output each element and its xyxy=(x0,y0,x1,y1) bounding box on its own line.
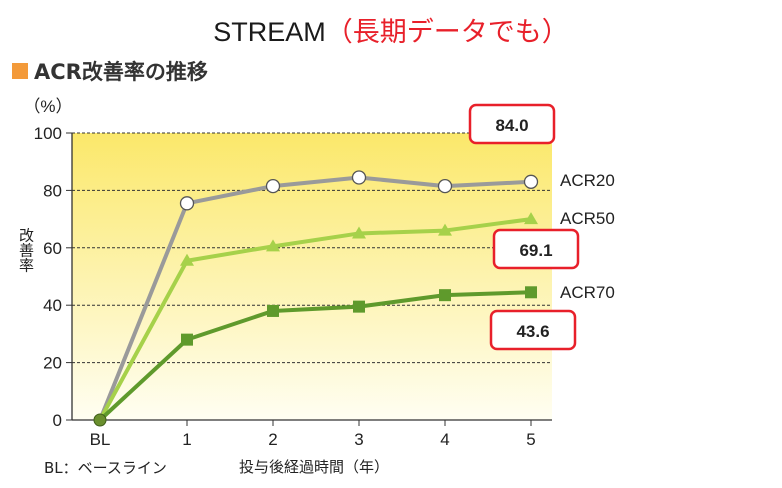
data-point-acr50 xyxy=(180,253,194,266)
accent-square-icon xyxy=(12,63,28,79)
x-tick-label: 4 xyxy=(440,430,449,449)
y-tick-label: 100 xyxy=(34,124,62,143)
data-point-acr20 xyxy=(523,174,539,189)
series-label-acr70: ACR70 xyxy=(560,283,615,302)
data-point-acr70 xyxy=(181,333,193,346)
x-tick-label: 3 xyxy=(354,430,363,449)
x-axis-label: 投与後経過時間（年） xyxy=(239,458,389,476)
data-point-acr50 xyxy=(524,212,538,225)
series-lines xyxy=(98,175,532,422)
data-point-acr20 xyxy=(179,196,195,211)
series-line-acr20 xyxy=(98,175,532,421)
x-tick-label: 1 xyxy=(182,430,191,449)
title-main: STREAM xyxy=(213,17,326,47)
x-tick-label: 5 xyxy=(526,430,535,449)
y-tick-label: 0 xyxy=(53,411,62,430)
title-note: （長期データでも） xyxy=(325,17,569,48)
x-tick-label: BL xyxy=(90,430,111,449)
y-tick-label: 80 xyxy=(43,181,62,200)
data-point-acr70 xyxy=(267,304,279,317)
x-tick-label: 2 xyxy=(268,430,277,449)
series-line-acr70 xyxy=(98,290,532,422)
callout-value: 43.6 xyxy=(516,322,549,341)
data-point-acr70 xyxy=(439,289,451,302)
data-point-acr20 xyxy=(265,178,281,194)
series-label-acr50: ACR50 xyxy=(560,209,615,228)
series-line-acr50 xyxy=(98,217,532,421)
axes xyxy=(66,132,552,426)
callout-box xyxy=(492,228,580,270)
data-point-acr50 xyxy=(352,226,366,239)
callout-value: 69.1 xyxy=(519,241,552,260)
data-point-acr20 xyxy=(351,170,367,185)
y-unit-label: （%） xyxy=(23,97,72,116)
callout-box xyxy=(468,103,556,145)
data-point-acr20 xyxy=(437,178,453,194)
data-point-acr50 xyxy=(266,239,280,252)
data-point-acr70 xyxy=(353,300,365,313)
chart-title: STREAM（長期データでも） xyxy=(0,10,782,49)
subtitle-text: ACR改善率の推移 xyxy=(34,60,208,84)
y-axis-label: 改善率 xyxy=(17,228,35,273)
y-tick-label: 40 xyxy=(43,296,62,315)
data-point-acr50 xyxy=(438,223,452,236)
gridlines xyxy=(72,132,552,364)
y-tick-label: 60 xyxy=(43,239,62,258)
footnote: BL：ベースライン xyxy=(44,459,167,477)
series-markers xyxy=(93,170,539,427)
y-tick-label: 20 xyxy=(43,354,62,373)
chart-subtitle: ACR改善率の推移 xyxy=(12,56,208,86)
series-label-acr20: ACR20 xyxy=(560,171,615,190)
data-point-baseline xyxy=(93,413,107,427)
callout-boxes: 84.0 69.1 43.6 xyxy=(468,103,580,351)
data-point-acr70 xyxy=(525,286,537,299)
callout-box xyxy=(489,309,577,351)
callout-value: 84.0 xyxy=(495,116,528,135)
